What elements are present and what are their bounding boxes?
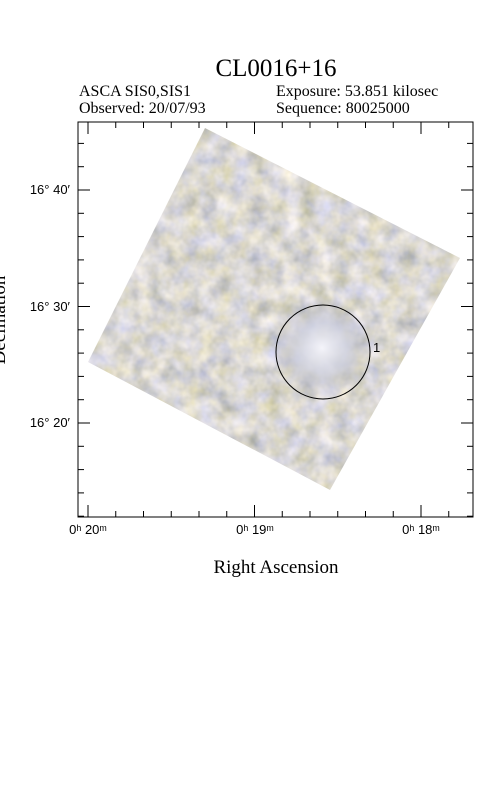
source-region bbox=[275, 304, 371, 400]
x-tick-label: 0ʰ 19ᵐ bbox=[236, 522, 274, 537]
y-axis-label: Declination bbox=[0, 275, 10, 364]
y-tick-label: 16° 20′ bbox=[30, 415, 71, 430]
instrument: ASCA SIS0,SIS1 bbox=[79, 83, 191, 100]
x-axis-label: Right Ascension bbox=[213, 557, 339, 578]
title: CL0016+16 bbox=[215, 55, 336, 82]
sequence: Sequence: 80025000 bbox=[276, 100, 410, 117]
emission-peak bbox=[272, 298, 372, 398]
exposure-map bbox=[88, 128, 460, 490]
exposure: Exposure: 53.851 kilosec bbox=[276, 83, 438, 100]
source-label: 1 bbox=[373, 340, 380, 355]
x-tick-label: 0ʰ 18ᵐ bbox=[402, 522, 440, 537]
y-tick-label: 16° 40′ bbox=[30, 182, 71, 197]
sky-image: 1 bbox=[88, 128, 460, 490]
x-tick-label: 0ʰ 20ᵐ bbox=[69, 522, 107, 537]
plot-frame bbox=[77, 121, 474, 518]
observed: Observed: 20/07/93 bbox=[79, 100, 206, 117]
ticks bbox=[78, 122, 473, 517]
y-tick-label: 16° 30′ bbox=[30, 299, 71, 314]
